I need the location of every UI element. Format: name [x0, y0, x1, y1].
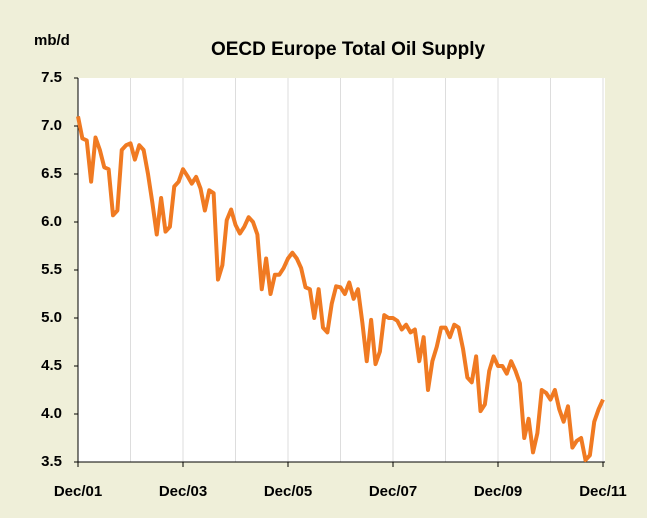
x-tick-label: Dec/01: [54, 483, 102, 500]
x-tick-label: Dec/09: [474, 483, 522, 500]
line: [76, 116, 605, 463]
plot-area: [78, 78, 605, 462]
y-tick-label: 6.5: [41, 165, 62, 182]
y-tick-label: 6.0: [41, 213, 62, 230]
y-tick-label: 3.5: [41, 453, 62, 470]
x-tick-label: Dec/11: [579, 483, 627, 500]
x-tick-label: Dec/07: [369, 483, 417, 500]
x-tick-label: Dec/05: [264, 483, 312, 500]
y-tick-label: 5.5: [41, 261, 62, 278]
y-tick-label: 5.0: [41, 309, 62, 326]
y-tick-label: 7.5: [41, 69, 62, 86]
y-tick-label: 4.0: [41, 405, 62, 422]
chart-title: OECD Europe Total Oil Supply: [211, 39, 486, 60]
y-tick-label: 4.5: [41, 357, 62, 374]
y-axis-label: mb/d: [34, 32, 70, 49]
y-tick-label: 7.0: [41, 117, 62, 134]
x-tick-label: Dec/03: [159, 483, 207, 500]
